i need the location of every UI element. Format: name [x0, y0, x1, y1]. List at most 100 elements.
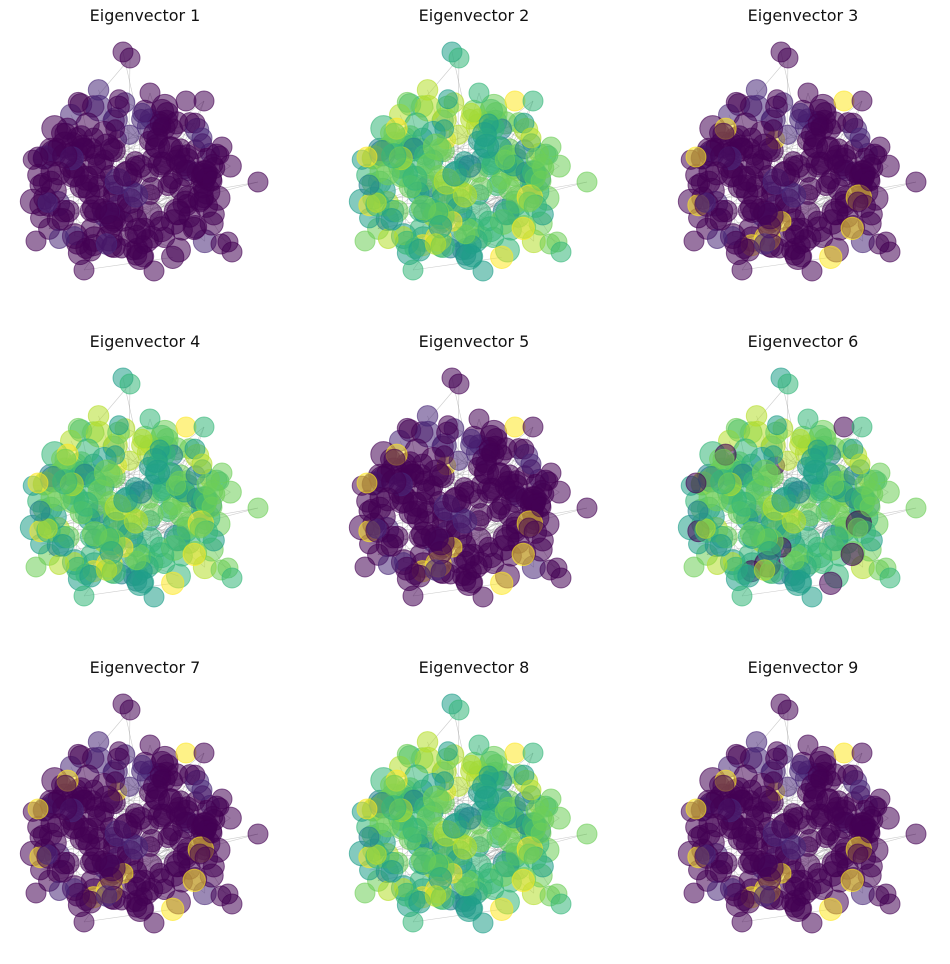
graph-node [854, 473, 876, 495]
nodes-group [348, 693, 598, 934]
graph-node [869, 136, 891, 158]
graph-node [511, 542, 535, 567]
graph-node [859, 496, 881, 518]
graph-node [448, 699, 470, 721]
graph-node [781, 835, 807, 860]
graph-node [81, 847, 108, 873]
graph-node [819, 897, 843, 921]
graph-node [851, 90, 873, 112]
graph-node [416, 79, 439, 101]
graph-node [95, 559, 118, 581]
graph-node [518, 843, 540, 865]
graph-node [127, 876, 147, 897]
graph-node [132, 102, 153, 124]
graph-node [354, 556, 376, 578]
graph-node [87, 731, 110, 753]
graph-node [803, 785, 829, 811]
graph-node [48, 554, 70, 576]
graph-node [456, 550, 476, 571]
graph-node [474, 459, 500, 485]
graph-node [685, 146, 707, 168]
graph-node [81, 195, 108, 221]
graph-node [709, 533, 733, 557]
graph-node [166, 852, 191, 878]
graph-node [132, 897, 155, 920]
graph-node [132, 428, 153, 450]
graph-node [109, 89, 129, 110]
graph-node [51, 533, 75, 557]
graph-node [725, 417, 747, 439]
network-plot [677, 367, 927, 608]
graph-node [442, 162, 467, 187]
graph-node [712, 448, 735, 471]
graph-node [522, 742, 544, 764]
graph-node [849, 453, 871, 475]
graph-node [182, 542, 206, 567]
graph-node [51, 207, 75, 231]
graph-node [474, 133, 500, 159]
graph-node [73, 911, 95, 933]
graph-node [525, 473, 547, 495]
graph-node [731, 911, 753, 933]
graph-node [576, 823, 598, 845]
graph-node [67, 417, 89, 439]
graph-node [797, 82, 819, 104]
network-plot [348, 367, 598, 608]
panel-eigenvector-2: Eigenvector 2 [329, 0, 619, 300]
graph-node [869, 462, 891, 484]
graph-node [849, 779, 871, 801]
graph-node [725, 91, 747, 113]
graph-node [751, 459, 779, 487]
graph-node [113, 814, 138, 839]
graph-node [823, 475, 845, 496]
graph-node [377, 228, 399, 250]
nodes-group [677, 367, 927, 608]
graph-node [803, 459, 829, 485]
graph-node [416, 731, 439, 753]
graph-node [381, 469, 407, 495]
graph-node [683, 882, 705, 904]
graph-node [461, 245, 484, 268]
network-plot [19, 693, 269, 934]
graph-node [166, 200, 191, 226]
graph-node [193, 90, 215, 112]
graph-node [25, 230, 47, 252]
graph-node [790, 571, 813, 594]
edge-line [412, 908, 502, 923]
graph-node [685, 472, 707, 494]
graph-node [247, 823, 269, 845]
graph-node [525, 147, 547, 169]
graph-node [461, 754, 482, 776]
graph-node [196, 799, 218, 821]
nodes-group [677, 41, 927, 282]
graph-node [27, 798, 49, 820]
nodes-group [677, 693, 927, 934]
graph-node [139, 82, 161, 104]
graph-node [771, 162, 796, 187]
graph-node [211, 462, 233, 484]
graph-node [377, 880, 399, 902]
graph-node [87, 79, 110, 101]
graph-node [511, 216, 535, 241]
graph-node [706, 554, 728, 576]
graph-node [37, 518, 58, 539]
graph-node [27, 146, 49, 168]
graph-node [687, 174, 709, 196]
graph-node [189, 843, 211, 865]
graph-node [410, 847, 437, 873]
graph-node [854, 147, 876, 169]
graph-node [771, 488, 796, 513]
panel-eigenvector-4: Eigenvector 4 [0, 326, 290, 626]
graph-node [161, 571, 185, 595]
graph-node [745, 731, 768, 753]
graph-node [790, 754, 811, 776]
graph-node [95, 233, 118, 255]
graph-node [73, 491, 99, 517]
graph-node [494, 149, 516, 170]
graph-node [520, 127, 542, 149]
graph-node [495, 852, 520, 878]
graph-node [73, 817, 99, 843]
panel-eigenvector-3: Eigenvector 3 [658, 0, 948, 300]
graph-node [148, 868, 175, 895]
nodes-group [19, 367, 269, 608]
